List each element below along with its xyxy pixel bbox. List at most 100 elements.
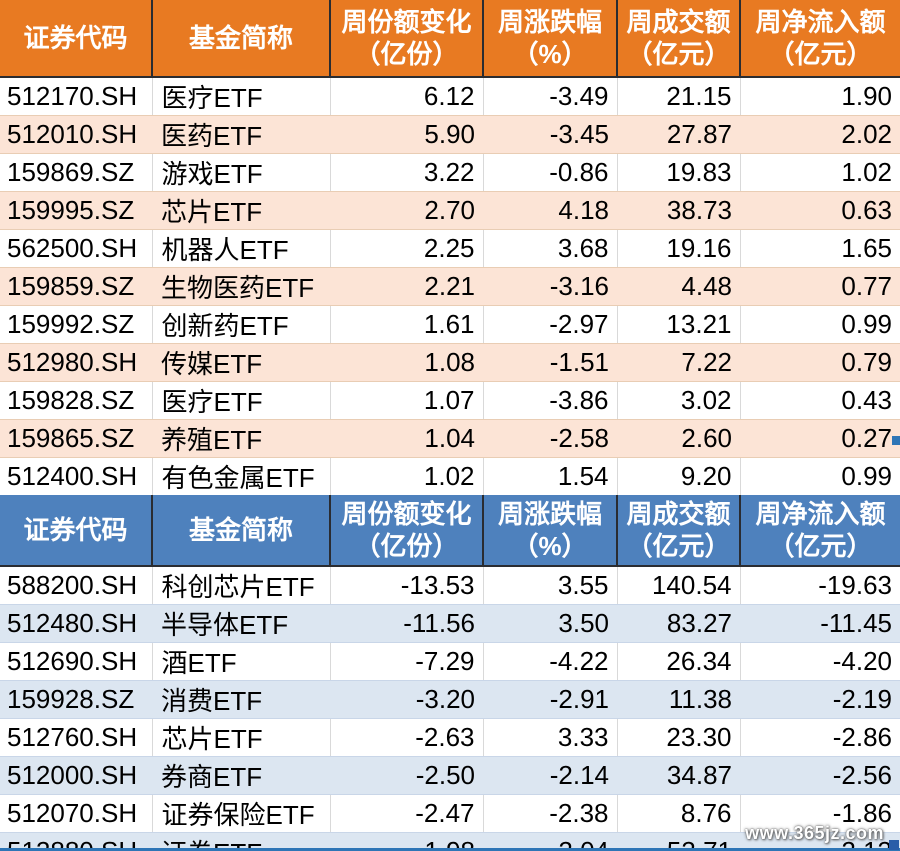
column-header: 基金简称: [151, 0, 330, 78]
cell-net-flow: 0.77: [740, 267, 900, 306]
cell-net-flow: -2.13: [740, 832, 900, 851]
cell-fund-name: 医药ETF: [152, 115, 330, 154]
cell-turnover: 11.38: [617, 680, 740, 719]
cell-net-flow: 0.63: [740, 191, 900, 230]
column-header: 周净流入额 （亿元）: [739, 495, 900, 567]
cell-share-change: 3.22: [329, 153, 483, 192]
cell-security-code: 512400.SH: [7, 461, 138, 491]
cell-fund-name: 证券保险ETF: [151, 794, 330, 833]
cell-net-flow: 0.43: [739, 381, 900, 420]
cell-pct-change: -2.14: [483, 756, 617, 795]
table-row: 512480.SH 半导体ETF -11.56 3.50 83.27 -11.45: [0, 604, 900, 643]
cell-share-change: 1.08: [330, 343, 483, 382]
cell-share-change: 2.70: [330, 191, 483, 230]
cell-fund-name: 有色金属ETF: [151, 457, 330, 495]
cell-net-flow: 1.02: [739, 153, 900, 192]
column-header: 周成交额 （亿元）: [616, 495, 740, 567]
cell-pct-change: -4.22: [482, 642, 617, 681]
cell-pct-change: 1.54: [482, 457, 617, 495]
cell-security-code: 159865.SZ: [0, 419, 152, 458]
cell-security-code: 512000.SH: [0, 756, 152, 795]
cell-share-change: -2.50: [330, 756, 483, 795]
net-outflow-table: 证券代码 基金简称 周份额变化 （亿份） 周涨跌幅 （%） 周成交额 （亿元） 周净流入额 （亿元…: [0, 495, 900, 851]
cell-security-code: 512980.SH: [0, 343, 152, 382]
table-row: 512070.SH 证券保险ETF -2.47 -2.38 8.76 -1.86: [0, 794, 900, 833]
cell-turnover: 19.83: [616, 153, 740, 192]
cell-pct-change: -2.04: [483, 832, 617, 851]
cell-net-flow: -11.45: [740, 604, 900, 643]
cell-share-change: -1.98: [330, 832, 483, 851]
cell-share-change: -3.20: [330, 680, 483, 719]
cell-share-change: 2.21: [330, 267, 483, 306]
column-header: 基金简称: [151, 495, 330, 567]
table-row: 562500.SH 机器人ETF 2.25 3.68 19.16 1.65: [0, 229, 900, 268]
cell-fund-name: 医疗ETF: [151, 77, 330, 116]
cell-share-change: 1.61: [329, 305, 483, 344]
cell-net-flow: -4.20: [739, 642, 900, 681]
table-row: 159859.SZ 生物医药ETF 2.21 -3.16 4.48 0.77: [0, 267, 900, 306]
cell-pct-change: -2.58: [483, 419, 617, 458]
cell-security-code: 512480.SH: [0, 604, 152, 643]
cell-share-change: 5.90: [330, 115, 483, 154]
cell-pct-change: 3.55: [482, 566, 617, 605]
cell-turnover: 83.27: [617, 604, 740, 643]
cell-turnover: 13.21: [616, 305, 740, 344]
table-row: 512170.SH 医疗ETF 6.12 -3.49 21.15 1.90: [0, 77, 900, 116]
selection-handle-top: [892, 436, 900, 445]
header-row: 证券代码 基金简称 周份额变化 （亿份） 周涨跌幅 （%） 周成交额 （亿元） 周净流入额 （亿元…: [0, 495, 900, 567]
column-header: 周净流入额 （亿元）: [739, 0, 900, 78]
cell-net-flow: 0.99: [739, 305, 900, 344]
cell-share-change: 2.25: [329, 229, 483, 268]
cell-pct-change: -3.86: [482, 381, 617, 420]
cell-security-code: 159995.SZ: [0, 191, 152, 230]
cell-security-code: 159859.SZ: [0, 267, 152, 306]
cell-pct-change: -0.86: [482, 153, 617, 192]
cell-pct-change: -3.45: [483, 115, 617, 154]
cell-net-flow: -1.86: [739, 794, 900, 833]
fill-handle[interactable]: [889, 840, 899, 850]
column-header: 证券代码: [0, 495, 152, 567]
table-row: 512760.SH 芯片ETF -2.63 3.33 23.30 -2.86: [0, 718, 900, 757]
cell-security-code: 159869.SZ: [0, 153, 152, 192]
cell-fund-name: 创新药ETF: [151, 305, 330, 344]
cell-pct-change: -2.97: [482, 305, 617, 344]
column-header: 周份额变化 （亿份）: [329, 0, 483, 78]
table-row: 159828.SZ 医疗ETF 1.07 -3.86 3.02 0.43: [0, 381, 900, 420]
cell-turnover: 53.71: [617, 832, 740, 851]
table-row: 159992.SZ 创新药ETF 1.61 -2.97 13.21 0.99: [0, 305, 900, 344]
cell-net-flow: -2.86: [739, 718, 900, 757]
cell-net-flow: -2.56: [740, 756, 900, 795]
cell-net-flow: 0.79: [740, 343, 900, 382]
cell-share-change: -2.63: [329, 718, 483, 757]
cell-pct-change: 3.50: [483, 604, 617, 643]
cell-pct-change: -3.49: [482, 77, 617, 116]
cell-security-code: 512070.SH: [0, 794, 152, 833]
cell-security-code: 562500.SH: [0, 229, 152, 268]
table-row: 512690.SH 酒ETF -7.29 -4.22 26.34 -4.20: [0, 642, 900, 681]
cell-security-code: 512170.SH: [0, 77, 152, 116]
cell-security-code: 512690.SH: [0, 642, 152, 681]
cell-fund-name: 芯片ETF: [151, 718, 330, 757]
cell-net-flow: 1.90: [739, 77, 900, 116]
cell-net-flow: 0.99: [739, 457, 900, 495]
cell-security-code: 159992.SZ: [0, 305, 152, 344]
cell-fund-name: 券商ETF: [152, 756, 330, 795]
cell-turnover: 4.48: [617, 267, 740, 306]
cell-turnover: 2.60: [617, 419, 740, 458]
cell-fund-name: 科创芯片ETF: [151, 566, 330, 605]
table-row: 512980.SH 传媒ETF 1.08 -1.51 7.22 0.79: [0, 343, 900, 382]
cell-fund-name: 半导体ETF: [152, 604, 330, 643]
cell-fund-name: 消费ETF: [152, 680, 330, 719]
cell-turnover: 21.15: [616, 77, 740, 116]
cell-pct-change: -2.91: [483, 680, 617, 719]
cell-share-change: -11.56: [330, 604, 483, 643]
cell-fund-name: 生物医药ETF: [152, 267, 330, 306]
cell-security-code: 512760.SH: [0, 718, 152, 757]
cell-turnover: 34.87: [617, 756, 740, 795]
cell-net-flow: -19.63: [739, 566, 900, 605]
cell-pct-change: 3.33: [482, 718, 617, 757]
cell-share-change: 1.02: [329, 457, 483, 495]
header-row: 证券代码 基金简称 周份额变化 （亿份） 周涨跌幅 （%） 周成交额 （亿元） 周净流入额 （亿元…: [0, 0, 900, 78]
